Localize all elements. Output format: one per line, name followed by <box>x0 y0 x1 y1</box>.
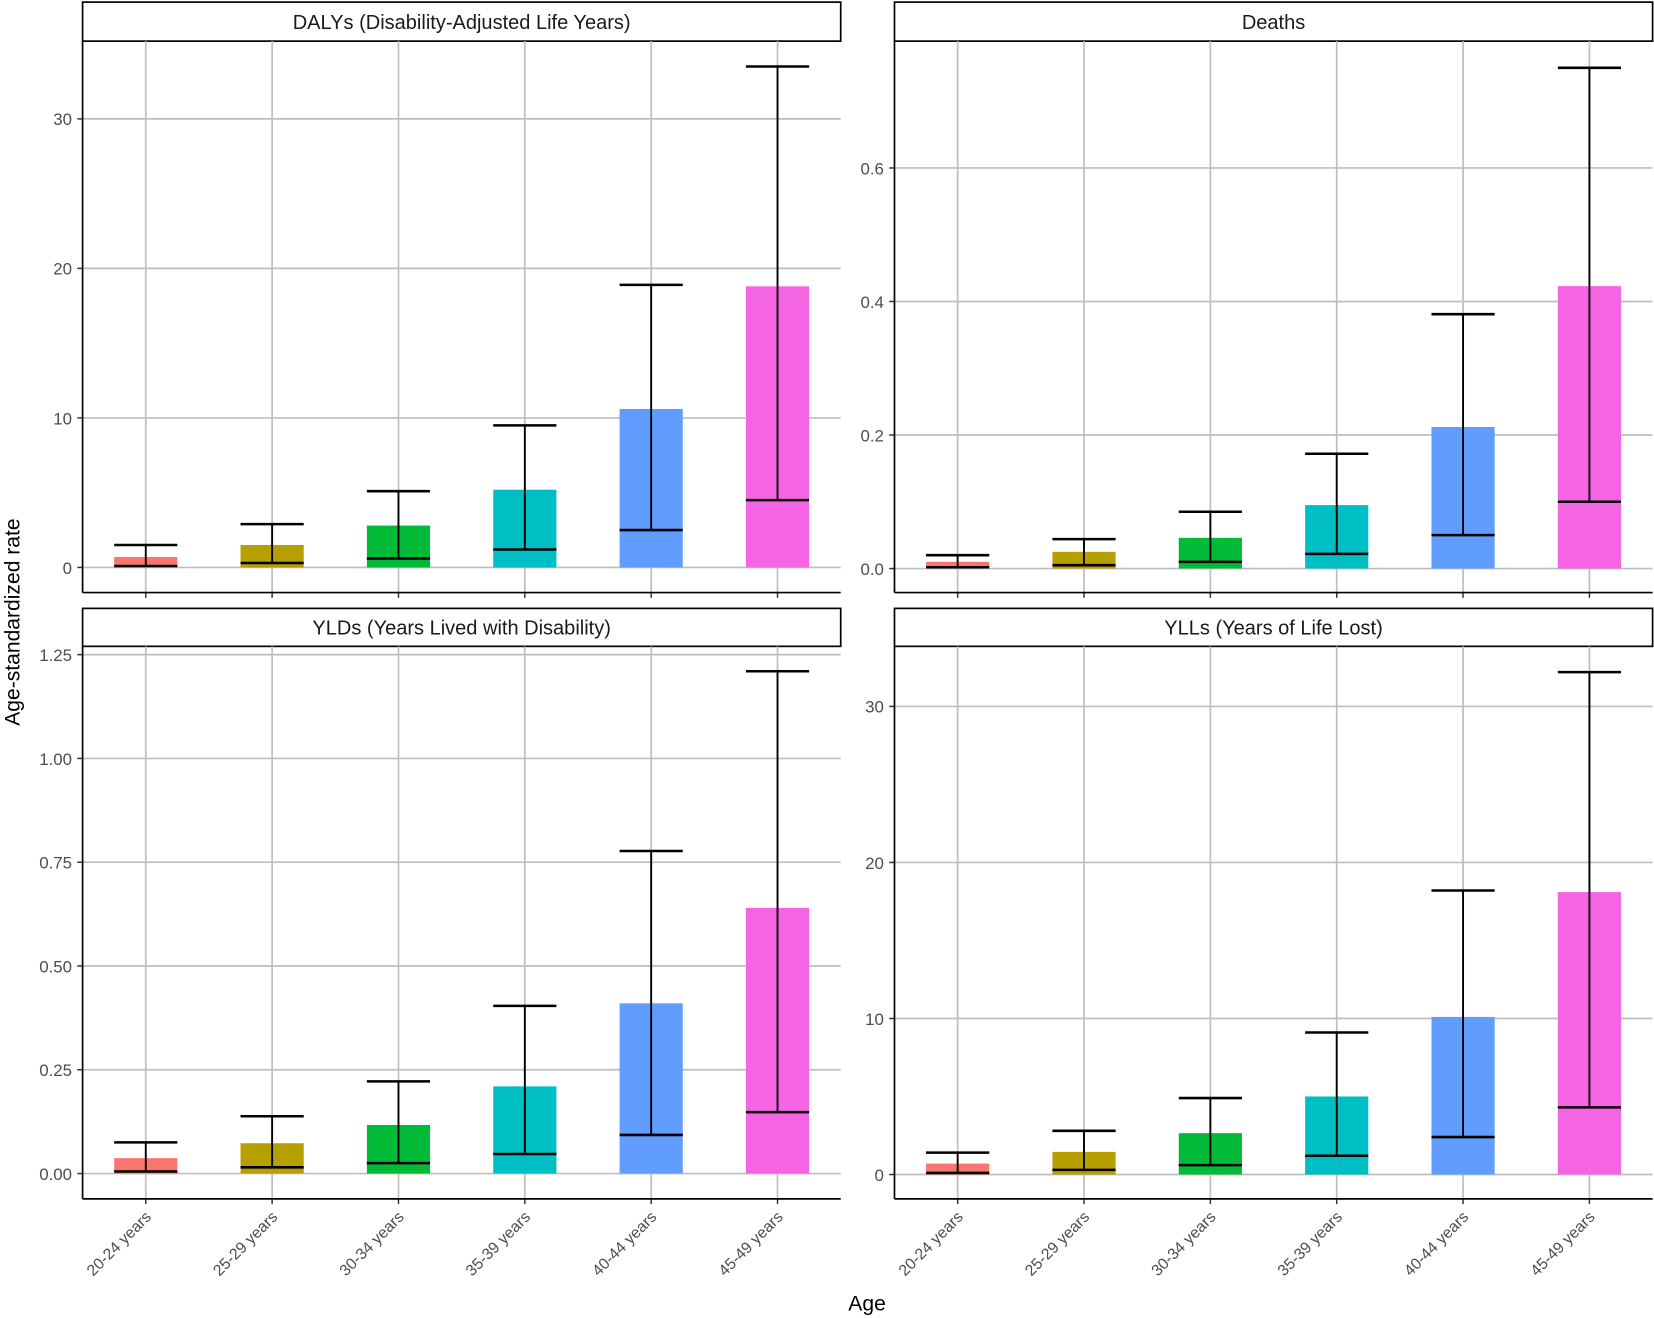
x-tick-label: 25-29 years <box>210 1209 281 1280</box>
facet-strip <box>893 607 1654 648</box>
x-tick-label: 30-34 years <box>1149 1209 1220 1280</box>
x-tick-label: 30-34 years <box>337 1209 408 1280</box>
y-tick-label: 0.4 <box>861 293 884 312</box>
y-tick-label: 30 <box>865 698 884 717</box>
y-tick-label: 1.00 <box>39 750 72 769</box>
y-tick-label: 0.0 <box>861 560 884 579</box>
y-tick-label: 10 <box>53 409 72 428</box>
panel-3: YLLs (Years of Life Lost) 0 10 20 30 20-24 ye… <box>865 607 1654 1280</box>
x-tick-label: 45-49 years <box>1528 1209 1599 1280</box>
facet-title: DALYs (Disability-Adjusted Life Years) <box>293 12 631 34</box>
y-tick-label: 0.25 <box>39 1061 72 1080</box>
y-tick-label: 0.75 <box>39 854 72 873</box>
x-tick-label: 35-39 years <box>463 1209 534 1280</box>
panel-1: Deaths 0.0 0.2 0.4 0.6 <box>861 1 1654 598</box>
x-tick-label: 40-44 years <box>589 1209 660 1280</box>
x-tick-label: 25-29 years <box>1022 1209 1093 1280</box>
panel-0: DALYs (Disability-Adjusted Life Years) 0 1… <box>53 1 842 598</box>
x-tick-label: 20-24 years <box>896 1209 967 1280</box>
y-tick-label: 0.2 <box>861 426 884 445</box>
facet-title: YLDs (Years Lived with Disability) <box>312 618 611 640</box>
x-tick-label: 40-44 years <box>1401 1209 1472 1280</box>
y-axis-label: Age-standardized rate <box>1 518 24 725</box>
x-tick-label: 45-49 years <box>716 1209 787 1280</box>
facet-strip <box>81 607 842 648</box>
y-tick-label: 30 <box>53 110 72 129</box>
facet-title: YLLs (Years of Life Lost) <box>1164 618 1382 640</box>
facet-strip <box>893 1 1654 42</box>
y-tick-label: 1.25 <box>39 646 72 665</box>
y-tick-label: 20 <box>865 854 884 873</box>
x-tick-label: 20-24 years <box>84 1209 155 1280</box>
y-tick-label: 10 <box>865 1010 884 1029</box>
x-axis-label: Age <box>848 1293 886 1316</box>
y-tick-label: 0 <box>63 559 72 578</box>
facet-title: Deaths <box>1242 12 1305 34</box>
y-tick-label: 0.50 <box>39 957 72 976</box>
y-tick-label: 0 <box>875 1166 884 1185</box>
y-tick-label: 0.00 <box>39 1165 72 1184</box>
facet-strip <box>81 1 842 42</box>
x-tick-label: 35-39 years <box>1275 1209 1346 1280</box>
y-tick-label: 0.6 <box>861 159 884 178</box>
y-tick-label: 20 <box>53 260 72 279</box>
panel-2: YLDs (Years Lived with Disability) 0.00 0.… <box>39 607 842 1280</box>
